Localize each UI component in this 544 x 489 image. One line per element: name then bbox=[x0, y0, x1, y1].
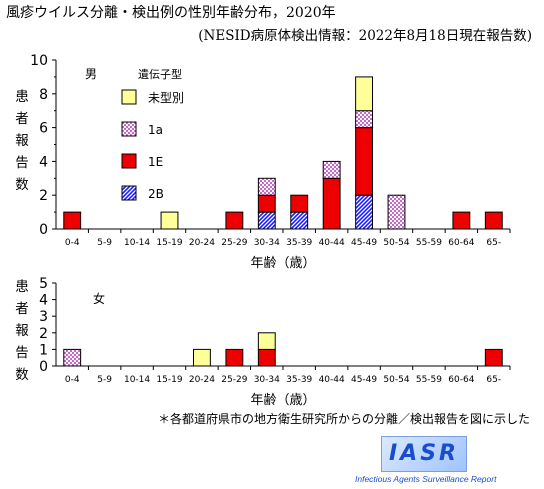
y-axis-label-male: 患者報告数 bbox=[15, 89, 29, 193]
x-axis-label: 年齢（歳） bbox=[250, 393, 315, 408]
x-tick-label: 65- bbox=[486, 375, 501, 385]
bar-2B bbox=[290, 211, 309, 230]
x-tick-label: 35-39 bbox=[286, 375, 312, 385]
x-tick-label: 0-4 bbox=[65, 375, 80, 385]
x-tick-label: 15-19 bbox=[156, 238, 182, 248]
x-tick-label: 20-24 bbox=[189, 375, 215, 385]
iasr-logo-text: IASR bbox=[389, 441, 459, 466]
y-tick-label: 0 bbox=[39, 222, 48, 238]
chart-panel-male: 0 2 4 6 8 10 0-4 5-9 10-14 15-19 20-24 25-29 30-34 35… bbox=[30, 53, 511, 271]
y-axis-label-female: 患者報告数 bbox=[15, 279, 29, 383]
x-tick-label: 35-39 bbox=[286, 238, 312, 248]
bar-2B bbox=[257, 211, 276, 230]
bar-1E bbox=[290, 194, 309, 213]
x-tick-label: 10-14 bbox=[124, 375, 150, 385]
bar-未型別 bbox=[257, 332, 276, 350]
x-tick-label: 5-9 bbox=[97, 238, 112, 248]
legend-label-未型別: 未型別 bbox=[148, 91, 184, 105]
legend-swatch-1a bbox=[121, 121, 137, 137]
y-tick-label: 6 bbox=[39, 121, 48, 137]
bar-1E bbox=[322, 177, 341, 230]
bar-未型別 bbox=[355, 76, 374, 112]
bar-1E bbox=[452, 211, 471, 230]
legend-title: 遺伝子型 bbox=[138, 67, 182, 81]
y-tick-label: 5 bbox=[39, 276, 48, 292]
x-tick-label: 30-34 bbox=[254, 375, 280, 385]
iasr-tagline: Infectious Agents Surveillance Report bbox=[355, 474, 497, 484]
x-tick-label: 40-44 bbox=[319, 238, 345, 248]
y-tick-label: 10 bbox=[30, 53, 48, 69]
panel-sex-label: 女 bbox=[93, 291, 105, 306]
y-tick-label: 8 bbox=[39, 87, 48, 103]
x-tick-label: 60-64 bbox=[448, 238, 474, 248]
y-tick-label: 3 bbox=[39, 309, 48, 325]
x-tick-label: 20-24 bbox=[189, 238, 215, 248]
x-tick-label: 15-19 bbox=[156, 375, 182, 385]
bar-1E bbox=[63, 211, 82, 230]
bar-1E bbox=[257, 348, 276, 367]
y-tick-label: 1 bbox=[39, 342, 48, 358]
bar-1E bbox=[484, 211, 503, 230]
bar-1E bbox=[257, 194, 276, 213]
y-tick-label: 4 bbox=[39, 154, 48, 170]
bar-未型別 bbox=[192, 348, 211, 367]
x-tick-label: 55-59 bbox=[416, 238, 442, 248]
bar-1a bbox=[387, 194, 406, 230]
bar-1E bbox=[484, 348, 503, 367]
panel-sex-label: 男 bbox=[85, 67, 97, 81]
x-tick-label: 25-29 bbox=[221, 375, 247, 385]
footnote: ＊各都道府県市の地方衛生研究所からの分離／検出報告を図に示した bbox=[157, 412, 530, 426]
legend-swatch-未型別 bbox=[121, 89, 137, 105]
legend-swatch-2B bbox=[121, 185, 137, 201]
chart-title: 風疹ウイルス分離・検出例の性別年齢分布，2020年 bbox=[6, 5, 336, 21]
bar-1E bbox=[225, 348, 244, 367]
x-tick-label: 45-49 bbox=[351, 375, 377, 385]
legend-label-1E: 1E bbox=[148, 155, 163, 169]
x-tick-label: 45-49 bbox=[351, 238, 377, 248]
x-tick-label: 65- bbox=[486, 238, 501, 248]
x-tick-label: 10-14 bbox=[124, 238, 150, 248]
chart-subtitle: (NESID病原体検出情報：2022年8月18日現在報告数) bbox=[198, 28, 532, 44]
x-tick-label: 50-54 bbox=[383, 238, 409, 248]
x-tick-label: 50-54 bbox=[383, 375, 409, 385]
legend-swatch-1E bbox=[121, 153, 137, 169]
x-tick-label: 25-29 bbox=[221, 238, 247, 248]
legend-label-1a: 1a bbox=[148, 123, 163, 137]
bar-1a bbox=[257, 177, 276, 196]
y-tick-label: 4 bbox=[39, 293, 48, 309]
x-tick-label: 55-59 bbox=[416, 375, 442, 385]
bar-1a bbox=[63, 348, 82, 367]
bar-未型別 bbox=[160, 211, 179, 230]
x-tick-label: 30-34 bbox=[254, 238, 280, 248]
x-tick-label: 0-4 bbox=[65, 238, 80, 248]
legend-label-2B: 2B bbox=[148, 187, 164, 201]
x-tick-label: 40-44 bbox=[319, 375, 345, 385]
x-tick-label: 5-9 bbox=[97, 375, 112, 385]
y-tick-label: 2 bbox=[39, 188, 48, 204]
iasr-logo: IASR bbox=[381, 436, 467, 472]
bar-1E bbox=[355, 127, 374, 196]
bar-1E bbox=[225, 211, 244, 230]
y-tick-label: 0 bbox=[39, 359, 48, 375]
bar-1a bbox=[355, 110, 374, 129]
x-axis-label: 年齢（歳） bbox=[250, 256, 315, 271]
y-tick-label: 2 bbox=[39, 326, 48, 342]
bar-1a bbox=[322, 160, 341, 179]
x-tick-label: 60-64 bbox=[448, 375, 474, 385]
bar-2B bbox=[355, 194, 374, 230]
